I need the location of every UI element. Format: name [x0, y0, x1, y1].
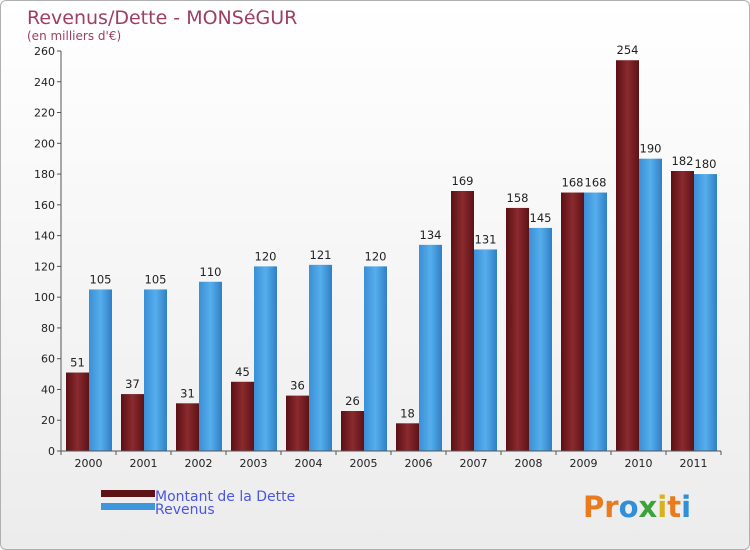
- logo-letter: x: [639, 490, 658, 524]
- y-tick-label: 140: [34, 230, 55, 243]
- x-axis: 2000 2001 2002 2003 2004 2005 2006 2007 2008 2009…: [60, 450, 722, 470]
- x-tick-label: 2006: [405, 457, 433, 470]
- data-label: 45: [235, 365, 250, 379]
- logo-letter: t: [667, 490, 681, 524]
- data-label: 105: [145, 272, 167, 286]
- data-label: 182: [672, 154, 694, 168]
- y-tick-label: 220: [34, 107, 55, 120]
- x-tick-label: 2011: [680, 457, 708, 470]
- y-axis: 0 20 40 60 80 100 120 140 160 180 200 220 240 260: [34, 45, 62, 458]
- logo-letter: r: [604, 490, 619, 524]
- data-label: 31: [180, 386, 195, 400]
- logo-letter: o: [619, 490, 639, 524]
- data-label: 120: [365, 249, 387, 263]
- bar-revenus: [474, 249, 497, 451]
- data-label: 190: [640, 142, 662, 156]
- y-tick-label: 60: [41, 353, 55, 366]
- bar-dette: [451, 191, 474, 451]
- bar-dette: [616, 60, 639, 451]
- y-tick-label: 160: [34, 199, 55, 212]
- data-label: 120: [255, 249, 277, 263]
- bar-revenus: [89, 289, 112, 451]
- data-label: 105: [90, 272, 112, 286]
- x-tick-label: 2010: [625, 457, 653, 470]
- legend-label-revenus: Revenus: [155, 502, 215, 518]
- data-label: 180: [695, 157, 717, 171]
- x-tick-label: 2000: [75, 457, 103, 470]
- data-label: 134: [420, 228, 442, 242]
- data-label: 121: [310, 248, 332, 262]
- bar-revenus: [639, 158, 662, 451]
- data-label: 26: [345, 394, 360, 408]
- bar-dette: [341, 411, 364, 451]
- bar-dette: [506, 207, 529, 451]
- legend: Montant de la Dette Revenus: [101, 489, 295, 518]
- bar-revenus: [364, 266, 387, 451]
- bar-revenus: [419, 244, 442, 451]
- chart-title: Revenus/Dette - MONSéGUR: [27, 7, 297, 29]
- legend-label-debt: Montant de la Dette: [155, 489, 295, 505]
- logo-letter: i: [657, 490, 667, 524]
- x-tick-label: 2004: [295, 457, 323, 470]
- x-tick-label: 2002: [185, 457, 213, 470]
- logo-letter: i: [681, 490, 691, 524]
- bar-revenus: [529, 227, 552, 451]
- bar-dette: [176, 403, 199, 451]
- data-label: 110: [200, 265, 222, 279]
- y-tick-label: 260: [34, 45, 55, 58]
- x-tick-label: 2005: [350, 457, 378, 470]
- data-label: 169: [452, 174, 474, 188]
- legend-swatch-revenus: [101, 503, 155, 510]
- x-tick-label: 2007: [460, 457, 488, 470]
- bar-dette: [396, 423, 419, 451]
- proxiti-logo: Proxiti: [583, 490, 691, 524]
- data-label: 37: [125, 377, 140, 391]
- data-label: 145: [530, 211, 552, 225]
- chart-subtitle: (en milliers d'€): [27, 29, 121, 43]
- bar-revenus: [254, 266, 277, 451]
- bar-revenus: [199, 281, 222, 451]
- x-tick-label: 2001: [130, 457, 158, 470]
- y-tick-label: 20: [41, 414, 55, 427]
- data-label: 168: [562, 176, 584, 190]
- x-tick-label: 2009: [570, 457, 598, 470]
- y-tick-label: 120: [34, 260, 55, 273]
- logo-letter: P: [583, 490, 604, 524]
- data-label: 18: [400, 406, 415, 420]
- bar-dette: [286, 395, 309, 451]
- data-label: 254: [617, 43, 639, 57]
- bar-dette: [231, 381, 254, 451]
- y-tick-label: 80: [41, 322, 55, 335]
- data-label: 36: [290, 379, 305, 393]
- data-label: 158: [507, 191, 529, 205]
- y-tick-label: 100: [34, 291, 55, 304]
- x-tick-label: 2008: [515, 457, 543, 470]
- bar-dette: [121, 394, 144, 451]
- data-label: 168: [585, 176, 607, 190]
- bar-dette: [66, 372, 89, 451]
- bars: 51 37 31 45 36 26 18 169 158 168 254 182 105 105 110 12…: [66, 43, 717, 452]
- bar-dette: [561, 192, 584, 452]
- bar-revenus: [309, 264, 332, 451]
- bar-revenus: [584, 192, 607, 452]
- data-label: 131: [475, 232, 497, 246]
- y-tick-label: 240: [34, 76, 55, 89]
- data-label: 51: [70, 356, 85, 370]
- legend-swatch-debt: [101, 490, 155, 497]
- y-tick-label: 40: [41, 383, 55, 396]
- y-tick-label: 0: [48, 445, 55, 458]
- bar-revenus: [694, 174, 717, 452]
- y-tick-label: 180: [34, 168, 55, 181]
- x-tick-label: 2003: [240, 457, 268, 470]
- bar-dette: [671, 171, 694, 451]
- y-tick-label: 200: [34, 137, 55, 150]
- bar-revenus: [144, 289, 167, 451]
